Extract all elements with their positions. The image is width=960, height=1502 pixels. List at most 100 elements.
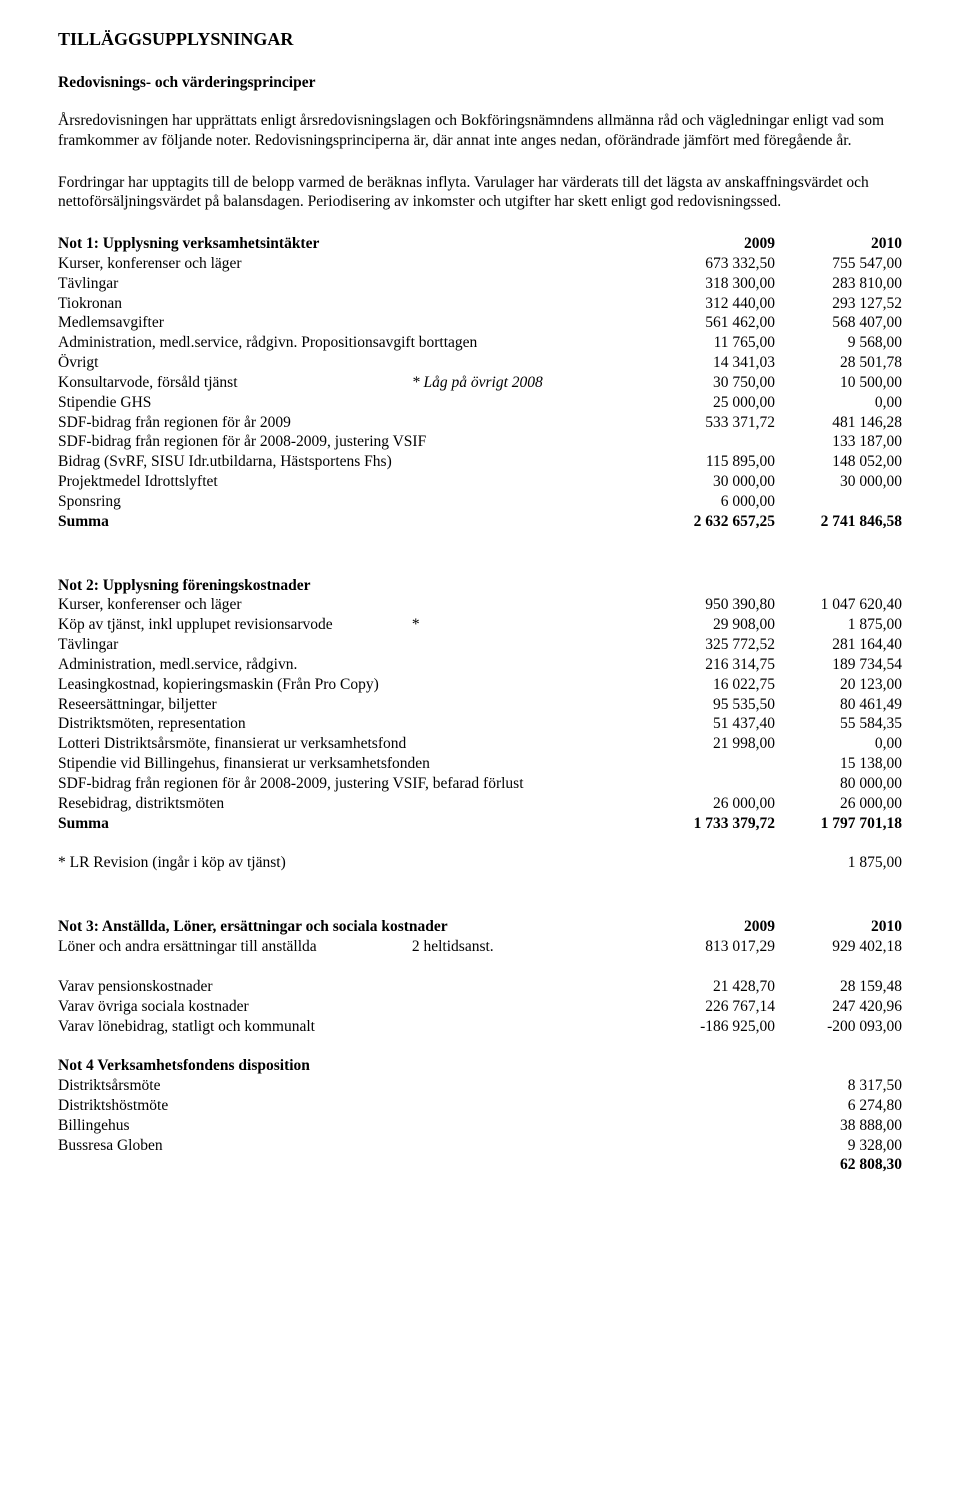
cell: 283 810,00 xyxy=(775,274,902,294)
note4-table: Not 4 Verksamhetsfondens disposition Dis… xyxy=(58,1056,902,1175)
cell: 6 274,80 xyxy=(775,1096,902,1116)
row-label: Medlemsavgifter xyxy=(58,313,648,333)
cell: 226 767,14 xyxy=(648,997,775,1017)
cell: 26 000,00 xyxy=(775,794,902,814)
row-mid: 2 heltidsanst. xyxy=(412,938,494,955)
cell: 20 123,00 xyxy=(775,675,902,695)
row-label: Stipendie GHS xyxy=(58,393,648,413)
cell: 80 000,00 xyxy=(775,774,902,794)
cell: 929 402,18 xyxy=(775,937,902,957)
row-label: Distriktsårsmöte xyxy=(58,1076,648,1096)
note1-heading: Not 1: Upplysning verksamhetsintäkter xyxy=(58,234,648,254)
table-row: Distriktsmöten, representation51 437,405… xyxy=(58,714,902,734)
row-label: Projektmedel Idrottslyftet xyxy=(58,472,648,492)
cell: 1 047 620,40 xyxy=(775,595,902,615)
note2-table: Not 2: Upplysning föreningskostnader Kur… xyxy=(58,576,902,874)
row-label: Lotteri Distriktsårsmöte, finansierat ur… xyxy=(58,734,648,754)
cell: -200 093,00 xyxy=(775,1017,902,1037)
row-label: Kurser, konferenser och läger xyxy=(58,595,648,615)
cell xyxy=(648,774,775,794)
row-label: Distriktshöstmöte xyxy=(58,1096,648,1116)
cell: 21 998,00 xyxy=(648,734,775,754)
cell: 1 797 701,18 xyxy=(775,814,902,834)
note1-year1: 2009 xyxy=(648,234,775,254)
cell xyxy=(648,432,775,452)
note3-heading: Not 3: Anställda, Löner, ersättningar oc… xyxy=(58,917,648,937)
row-label: Bussresa Globen xyxy=(58,1136,648,1156)
cell: 568 407,00 xyxy=(775,313,902,333)
row-label: Resebidrag, distriktsmöten xyxy=(58,794,648,814)
table-row: Resebidrag, distriktsmöten26 000,0026 00… xyxy=(58,794,902,814)
table-row: Administration, medl.service, rådgivn.21… xyxy=(58,655,902,675)
row-label: Billingehus xyxy=(58,1116,648,1136)
note1-year2: 2010 xyxy=(775,234,902,254)
row-label: Bidrag (SvRF, SISU Idr.utbildarna, Hästs… xyxy=(58,452,648,472)
cell: 1 733 379,72 xyxy=(648,814,775,834)
cell: 318 300,00 xyxy=(648,274,775,294)
table-row: Sponsring6 000,00 xyxy=(58,492,902,512)
table-row: Stipendie vid Billingehus, finansierat u… xyxy=(58,754,902,774)
cell: 281 164,40 xyxy=(775,635,902,655)
cell: 95 535,50 xyxy=(648,695,775,715)
cell: 6 000,00 xyxy=(648,492,775,512)
row-label: Övrigt xyxy=(58,353,648,373)
table-row: Övrigt14 341,0328 501,78 xyxy=(58,353,902,373)
row-label: Summa xyxy=(58,814,648,834)
cell: 189 734,54 xyxy=(775,655,902,675)
cell: 11 765,00 xyxy=(648,333,775,353)
cell: 10 500,00 xyxy=(775,373,902,393)
row-label: Summa xyxy=(58,512,648,532)
table-row-sum: Summa1 733 379,721 797 701,18 xyxy=(58,814,902,834)
table-row: Stipendie GHS25 000,000,00 xyxy=(58,393,902,413)
row-label: Leasingkostnad, kopieringsmaskin (Från P… xyxy=(58,675,648,695)
cell: 30 000,00 xyxy=(775,472,902,492)
table-row: Distriktshöstmöte 6 274,80 xyxy=(58,1096,902,1116)
table-row: Tävlingar318 300,00283 810,00 xyxy=(58,274,902,294)
row-label-text: Konsultarvode, försåld tjänst xyxy=(58,373,408,393)
row-label: Köp av tjänst, inkl upplupet revisionsar… xyxy=(58,615,648,635)
row-label: Administration, medl.service, rådgivn. xyxy=(58,655,648,675)
row-label: Tävlingar xyxy=(58,274,648,294)
row-note: * Låg på övrigt 2008 xyxy=(412,374,543,391)
table-row: Köp av tjänst, inkl upplupet revisionsar… xyxy=(58,615,902,635)
table-row: Varav pensionskostnader21 428,7028 159,4… xyxy=(58,977,902,997)
table-row: Distriktsårsmöte8 317,50 xyxy=(58,1076,902,1096)
cell: 755 547,00 xyxy=(775,254,902,274)
cell: 28 501,78 xyxy=(775,353,902,373)
row-label: Tiokronan xyxy=(58,294,648,314)
cell: 80 461,49 xyxy=(775,695,902,715)
row-label-text: Löner och andra ersättningar till anstäl… xyxy=(58,937,408,957)
cell: 1 875,00 xyxy=(775,615,902,635)
cell: 481 146,28 xyxy=(775,413,902,433)
row-label: Kurser, konferenser och läger xyxy=(58,254,648,274)
cell xyxy=(648,754,775,774)
row-label: SDF-bidrag från regionen för år 2008-200… xyxy=(58,774,648,794)
row-label: Varav övriga sociala kostnader xyxy=(58,997,648,1017)
cell: 9 568,00 xyxy=(775,333,902,353)
cell: 25 000,00 xyxy=(648,393,775,413)
cell: 28 159,48 xyxy=(775,977,902,997)
cell: 62 808,30 xyxy=(775,1155,902,1175)
cell: 9 328,00 xyxy=(775,1136,902,1156)
page-title: TILLÄGGSUPPLYSNINGAR xyxy=(58,28,902,51)
cell: 21 428,70 xyxy=(648,977,775,997)
table-row: Leasingkostnad, kopieringsmaskin (Från P… xyxy=(58,675,902,695)
cell: 312 440,00 xyxy=(648,294,775,314)
cell: 30 000,00 xyxy=(648,472,775,492)
cell: 0,00 xyxy=(775,393,902,413)
cell: 813 017,29 xyxy=(648,937,775,957)
table-row: Projektmedel Idrottslyftet30 000,0030 00… xyxy=(58,472,902,492)
table-row: Lotteri Distriktsårsmöte, finansierat ur… xyxy=(58,734,902,754)
row-label: SDF-bidrag från regionen för år 2009 xyxy=(58,413,648,433)
cell: 293 127,52 xyxy=(775,294,902,314)
cell: 115 895,00 xyxy=(648,452,775,472)
page: TILLÄGGSUPPLYSNINGAR Redovisnings- och v… xyxy=(0,0,960,1215)
table-row: Konsultarvode, försåld tjänst * Låg på ö… xyxy=(58,373,902,393)
note2-heading: Not 2: Upplysning föreningskostnader xyxy=(58,576,648,596)
table-row: SDF-bidrag från regionen för år 2008-200… xyxy=(58,774,902,794)
table-row: SDF-bidrag från regionen för år 2009533 … xyxy=(58,413,902,433)
row-label: Administration, medl.service, rådgivn. P… xyxy=(58,333,648,353)
cell: 51 437,40 xyxy=(648,714,775,734)
note3-year1: 2009 xyxy=(648,917,775,937)
table-row-sum: 62 808,30 xyxy=(58,1155,902,1175)
